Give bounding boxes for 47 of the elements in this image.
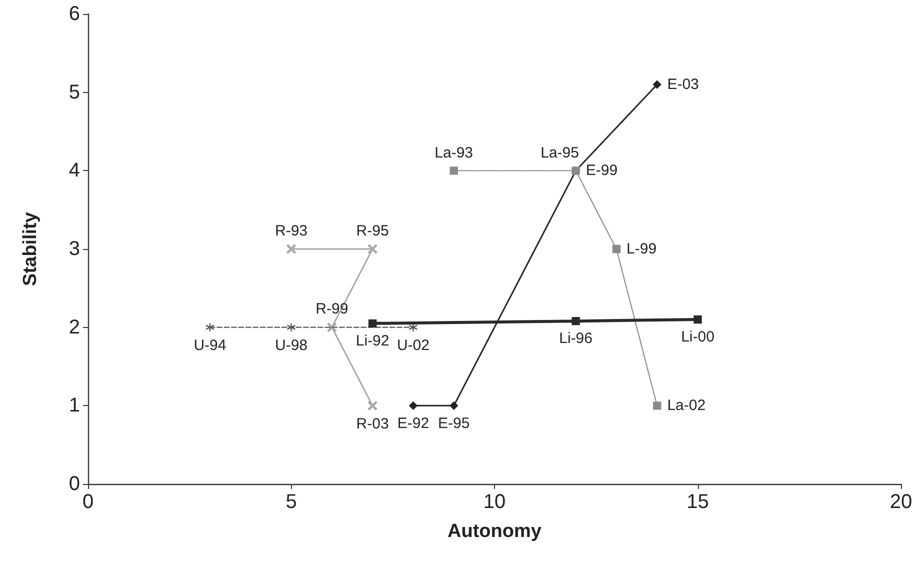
data-label: R-95: [356, 222, 389, 240]
x-tick-label: 10: [483, 491, 506, 513]
data-label: E-92: [397, 414, 430, 432]
data-label: Li-96: [559, 330, 592, 348]
x-tick-label: 0: [82, 491, 94, 513]
point: [409, 402, 418, 410]
y-tick-label: 5: [68, 81, 80, 104]
point: [368, 244, 378, 254]
point: [572, 316, 580, 326]
point: [327, 322, 336, 332]
point: [694, 315, 702, 324]
data-label: R-93: [274, 222, 308, 240]
y-tick-label: 2: [68, 316, 80, 338]
data-label: L-99: [626, 240, 657, 258]
data-label: R-99: [316, 300, 348, 318]
x-tick-label: 20: [890, 491, 912, 513]
y-tick-label: 6: [68, 3, 80, 25]
data-label: La-95: [540, 144, 579, 162]
y-tick-label: 0: [68, 473, 80, 495]
point: [450, 402, 458, 410]
data-label: Li-92: [356, 332, 390, 350]
data-label: U-02: [396, 336, 430, 354]
point: [450, 166, 458, 175]
data-label: Li-00: [681, 328, 714, 346]
point: [286, 322, 296, 332]
data-label: La-02: [667, 397, 706, 414]
point: [653, 402, 662, 410]
point: [612, 244, 621, 254]
data-label: U-98: [274, 336, 308, 354]
point: [286, 244, 296, 254]
y-tick-label: 4: [68, 160, 80, 182]
data-label: E-99: [586, 162, 618, 180]
data-label: E-95: [438, 414, 470, 432]
data-label: La-93: [434, 144, 474, 162]
point: [368, 319, 377, 328]
data-label: E-03: [667, 76, 699, 93]
point: [653, 80, 662, 89]
data-label: R-03: [356, 415, 389, 432]
y-tick-label: 3: [68, 238, 80, 260]
point: [368, 401, 378, 410]
x-tick-label: 15: [686, 491, 709, 513]
x-axis-title: Autonomy: [448, 521, 542, 542]
y-tick-label: 1: [68, 394, 80, 417]
x-tick-label: 5: [286, 491, 297, 513]
data-label: U-94: [194, 336, 226, 354]
y-axis-title: Stability: [20, 212, 41, 286]
point: [205, 322, 215, 332]
